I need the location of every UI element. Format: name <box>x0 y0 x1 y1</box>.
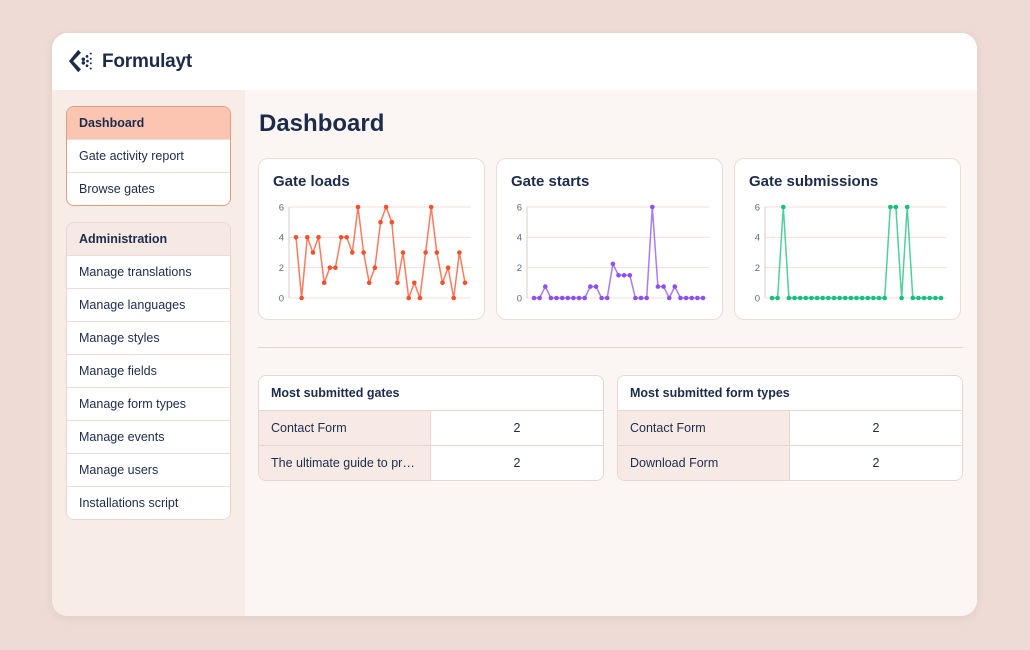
sidebar-item-manage-fields[interactable]: Manage fields <box>67 355 230 388</box>
sidebar-item-manage-events[interactable]: Manage events <box>67 421 230 454</box>
chart-card-gate-starts: Gate starts 0 2 4 6 <box>496 158 723 320</box>
sidebar-item-manage-translations[interactable]: Manage translations <box>67 256 230 289</box>
row-value-cell: 2 <box>790 411 962 445</box>
table-row: Contact Form 2 <box>618 411 962 446</box>
line-chart-gate-submissions: 0 2 4 6 <box>755 202 947 304</box>
svg-text:0: 0 <box>517 293 522 304</box>
sidebar-item-manage-users[interactable]: Manage users <box>67 454 230 487</box>
chart-title: Gate loads <box>273 173 350 190</box>
svg-text:4: 4 <box>279 233 284 244</box>
svg-text:6: 6 <box>279 202 284 213</box>
table-row: Download Form 2 <box>618 446 962 480</box>
row-value-cell: 2 <box>790 446 962 480</box>
chart-card-gate-loads: Gate loads 0 2 4 6 <box>258 158 485 320</box>
chart-cards-row: Gate loads 0 2 4 6 Gate starts 0 2 4 6 Gate submis… <box>258 158 963 320</box>
line-chart-gate-starts: 0 2 4 6 <box>517 202 709 304</box>
line-chart-gate-loads: 0 2 4 6 <box>279 202 471 304</box>
sidebar-nav: Dashboard Gate activity report Browse gate… <box>66 106 231 520</box>
table-title: Most submitted form types <box>618 376 962 411</box>
row-label-cell: Contact Form <box>618 411 790 445</box>
app-header: Formulayt <box>52 33 977 90</box>
sidebar-item-dashboard[interactable]: Dashboard <box>67 107 230 140</box>
nav-group-1: Dashboard Gate activity report Browse gate… <box>66 106 231 206</box>
table-title: Most submitted gates <box>259 376 603 411</box>
row-label-cell: Contact Form <box>259 411 431 445</box>
nav-group-header-administration: Administration <box>67 223 230 256</box>
svg-text:0: 0 <box>279 293 284 304</box>
table-row: The ultimate guide to progre… 2 <box>259 446 603 480</box>
svg-text:2: 2 <box>279 263 284 274</box>
summary-tables-row: Most submitted gates Contact Form 2 The ult… <box>258 375 963 481</box>
svg-text:4: 4 <box>517 233 522 244</box>
table-most-submitted-form-types: Most submitted form types Contact Form 2 Do… <box>617 375 963 481</box>
chart-card-gate-submissions: Gate submissions 0 2 4 6 <box>734 158 961 320</box>
brand-logo[interactable]: Formulayt <box>68 49 192 75</box>
sidebar-item-installations-script[interactable]: Installations script <box>67 487 230 519</box>
svg-text:4: 4 <box>755 233 760 244</box>
formulayt-logo-icon <box>68 49 92 72</box>
app-window: Formulayt Dashboard Gate activity report B… <box>52 33 977 616</box>
sidebar-item-browse-gates[interactable]: Browse gates <box>67 173 230 205</box>
table-most-submitted-gates: Most submitted gates Contact Form 2 The ult… <box>258 375 604 481</box>
chart-title: Gate submissions <box>749 173 879 190</box>
svg-text:2: 2 <box>755 263 760 274</box>
svg-text:6: 6 <box>517 202 522 213</box>
main-content: Dashboard Gate loads 0 2 4 6 Gate starts 0 2 4 6 G… <box>245 90 977 616</box>
nav-group-2: Administration Manage translations Manage … <box>66 222 231 520</box>
sidebar-item-manage-languages[interactable]: Manage languages <box>67 289 230 322</box>
table-row: Contact Form 2 <box>259 411 603 446</box>
row-value-cell: 2 <box>431 446 603 480</box>
page-title: Dashboard <box>259 110 385 137</box>
sidebar-item-manage-styles[interactable]: Manage styles <box>67 322 230 355</box>
svg-text:6: 6 <box>755 202 760 213</box>
sidebar: Dashboard Gate activity report Browse gate… <box>52 90 245 616</box>
svg-text:0: 0 <box>755 293 760 304</box>
row-label-cell: Download Form <box>618 446 790 480</box>
sidebar-item-gate-activity-report[interactable]: Gate activity report <box>67 140 230 173</box>
row-label-cell: The ultimate guide to progre… <box>259 446 431 480</box>
chart-title: Gate starts <box>511 173 590 190</box>
sidebar-item-manage-form-types[interactable]: Manage form types <box>67 388 230 421</box>
row-value-cell: 2 <box>431 411 603 445</box>
svg-text:2: 2 <box>517 263 522 274</box>
section-divider <box>258 347 963 348</box>
brand-name: Formulayt <box>102 50 193 72</box>
